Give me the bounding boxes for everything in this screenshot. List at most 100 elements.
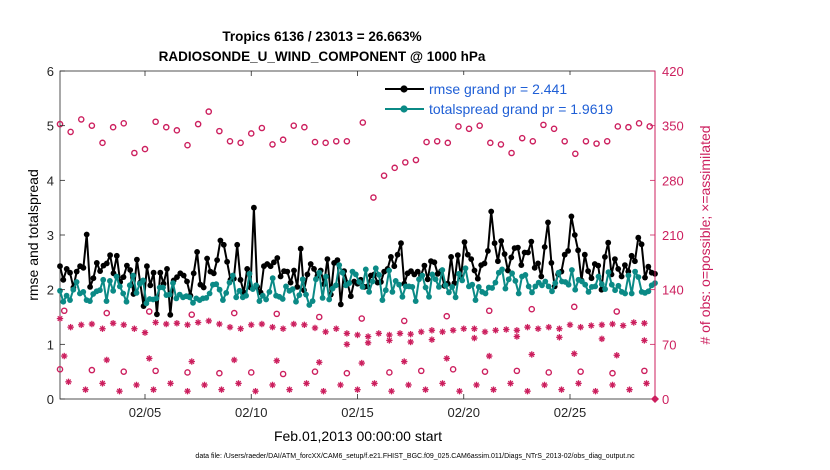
obs-assimilated-point <box>609 381 616 389</box>
point-totalspread <box>313 276 319 283</box>
obs-possible-point <box>455 123 462 130</box>
obs-assimilated-point <box>439 380 446 387</box>
obs-assimilated-point <box>88 320 96 328</box>
point-rmse <box>501 251 508 257</box>
point-totalspread <box>372 265 379 272</box>
obs-possible-point <box>103 309 111 317</box>
obs-assimilated-point <box>116 387 123 395</box>
x-tick-label: 02/05 <box>129 405 162 420</box>
obs-assimilated-point <box>120 321 127 329</box>
point-rmse <box>277 273 284 280</box>
obs-assimilated-point <box>471 334 478 342</box>
x-tick-label: 02/15 <box>341 405 374 420</box>
data-file-footnote: data file: /Users/raeder/DAI/ATM_forcXX/… <box>195 453 635 460</box>
obs-assimilated-point <box>503 326 510 333</box>
obs-possible-point <box>400 317 408 325</box>
obs-possible-point <box>582 137 590 145</box>
y-tick-label-left: 1 <box>47 337 54 352</box>
legend: rmse grand pr = 2.441 totalspread grand … <box>381 75 654 120</box>
obs-possible-point <box>625 123 632 131</box>
point-rmse <box>190 270 197 277</box>
point-rmse <box>538 273 545 280</box>
obs-assimilated-point <box>571 350 578 357</box>
obs-possible-point <box>528 305 536 313</box>
obs-assimilated-point <box>592 387 599 395</box>
y-tick-label-left: 0 <box>47 392 54 407</box>
point-totalspread <box>625 272 632 279</box>
obs-possible-point <box>343 369 351 377</box>
point-totalspread <box>166 291 173 298</box>
obs-assimilated-point <box>422 386 429 393</box>
point-totalspread <box>462 265 469 272</box>
y-tick-label-right: 140 <box>662 283 684 298</box>
point-rmse <box>90 275 97 282</box>
obs-assimilated-point <box>528 351 535 358</box>
y-tick-label-right: 0 <box>662 392 669 407</box>
obs-possible-point <box>152 367 159 375</box>
obs-assimilated-point <box>237 325 244 332</box>
point-rmse <box>464 251 471 258</box>
point-rmse <box>505 267 511 274</box>
point-totalspread <box>549 288 555 295</box>
point-rmse <box>632 258 638 265</box>
obs-assimilated-point <box>598 335 606 343</box>
ticks-layer: 02/05 02/10 02/15 02/20 02/25 0 1 2 3 4 5 6 0 70 140 21… <box>47 64 684 420</box>
point-totalspread <box>442 282 449 289</box>
y-tick-label-left: 4 <box>47 173 54 188</box>
point-rmse <box>585 268 591 274</box>
point-totalspread <box>306 302 313 308</box>
obs-assimilated-point <box>534 325 542 332</box>
point-rmse <box>311 266 317 272</box>
obs-assimilated-point <box>407 338 414 346</box>
point-totalspread <box>449 284 456 290</box>
point-rmse <box>431 259 438 266</box>
point-totalspread <box>645 288 652 295</box>
obs-assimilated-point <box>481 328 489 336</box>
obs-assimilated-point <box>65 378 72 386</box>
obs-assimilated-point <box>226 323 234 331</box>
point-totalspread <box>426 293 432 300</box>
obs-possible-point <box>247 369 255 376</box>
point-totalspread <box>502 285 509 292</box>
obs-assimilated-point <box>61 352 68 360</box>
obs-assimilated-point <box>556 334 563 341</box>
obs-possible-point <box>561 137 568 145</box>
point-rmse <box>154 311 160 318</box>
obs-assimilated-point <box>428 336 436 343</box>
obs-possible-point <box>311 368 319 375</box>
obs-possible-point <box>88 366 96 374</box>
point-totalspread <box>296 292 303 298</box>
point-rmse <box>144 263 150 270</box>
point-rmse <box>488 208 495 215</box>
point-totalspread <box>399 293 406 300</box>
obs-possible-point <box>141 145 149 153</box>
point-totalspread <box>386 267 392 274</box>
series-layer <box>57 204 658 318</box>
point-totalspread <box>446 289 452 296</box>
point-totalspread <box>409 284 416 290</box>
point-totalspread <box>456 270 462 277</box>
obs-possible-point <box>194 120 202 128</box>
y-tick-label-right: 70 <box>662 337 676 352</box>
point-totalspread <box>63 292 70 299</box>
point-rmse <box>615 266 622 272</box>
obs-possible-point <box>120 120 128 127</box>
obs-assimilated-point <box>269 381 276 389</box>
obs-possible-point <box>614 123 622 130</box>
point-totalspread <box>303 291 309 298</box>
point-totalspread <box>206 290 213 297</box>
point-totalspread <box>622 290 628 297</box>
point-rmse <box>334 257 341 263</box>
point-rmse <box>284 268 291 275</box>
point-rmse <box>200 284 207 291</box>
point-totalspread <box>412 298 419 304</box>
point-totalspread <box>107 278 113 284</box>
x-tick-label: 02/20 <box>447 405 480 420</box>
obs-possible-point <box>613 308 621 315</box>
obs-assimilated-point <box>103 356 110 364</box>
point-rmse <box>541 244 548 250</box>
point-rmse <box>83 231 90 238</box>
obs-assimilated-point <box>322 328 329 336</box>
point-rmse <box>398 240 404 247</box>
point-totalspread <box>97 287 103 294</box>
